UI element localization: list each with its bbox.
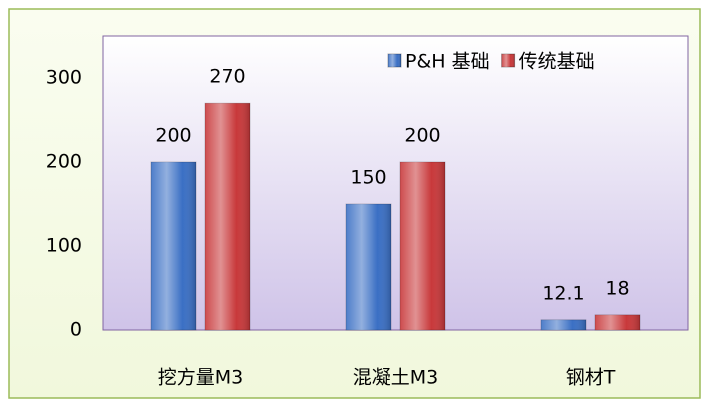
bar-shine xyxy=(151,162,196,330)
bar-shine xyxy=(400,162,445,330)
data-label: 200 xyxy=(404,125,440,147)
legend-swatch-shine xyxy=(501,54,515,67)
plot-area xyxy=(102,35,689,331)
y-tick-label: 300 xyxy=(46,67,82,89)
bar-shine xyxy=(346,204,391,330)
x-tick-label: 钢材T xyxy=(566,367,616,389)
bar-shine xyxy=(541,319,586,330)
x-tick-label: 混凝土M3 xyxy=(353,367,438,389)
legend-swatch-shine xyxy=(388,54,401,67)
data-label: 12.1 xyxy=(542,282,584,304)
legend-label: 传统基础 xyxy=(519,51,595,73)
y-tick-label: 0 xyxy=(70,319,82,341)
bar-shine xyxy=(205,103,250,330)
legend-label: P&H 基础 xyxy=(405,51,490,73)
x-tick-label: 挖方量M3 xyxy=(158,367,243,389)
data-label: 18 xyxy=(605,277,629,299)
y-tick-label: 200 xyxy=(46,151,82,173)
y-tick-label: 100 xyxy=(46,235,82,257)
data-label: 200 xyxy=(155,125,191,147)
data-label: 150 xyxy=(350,167,386,189)
bar-shine xyxy=(595,314,640,330)
data-label: 270 xyxy=(209,66,245,88)
